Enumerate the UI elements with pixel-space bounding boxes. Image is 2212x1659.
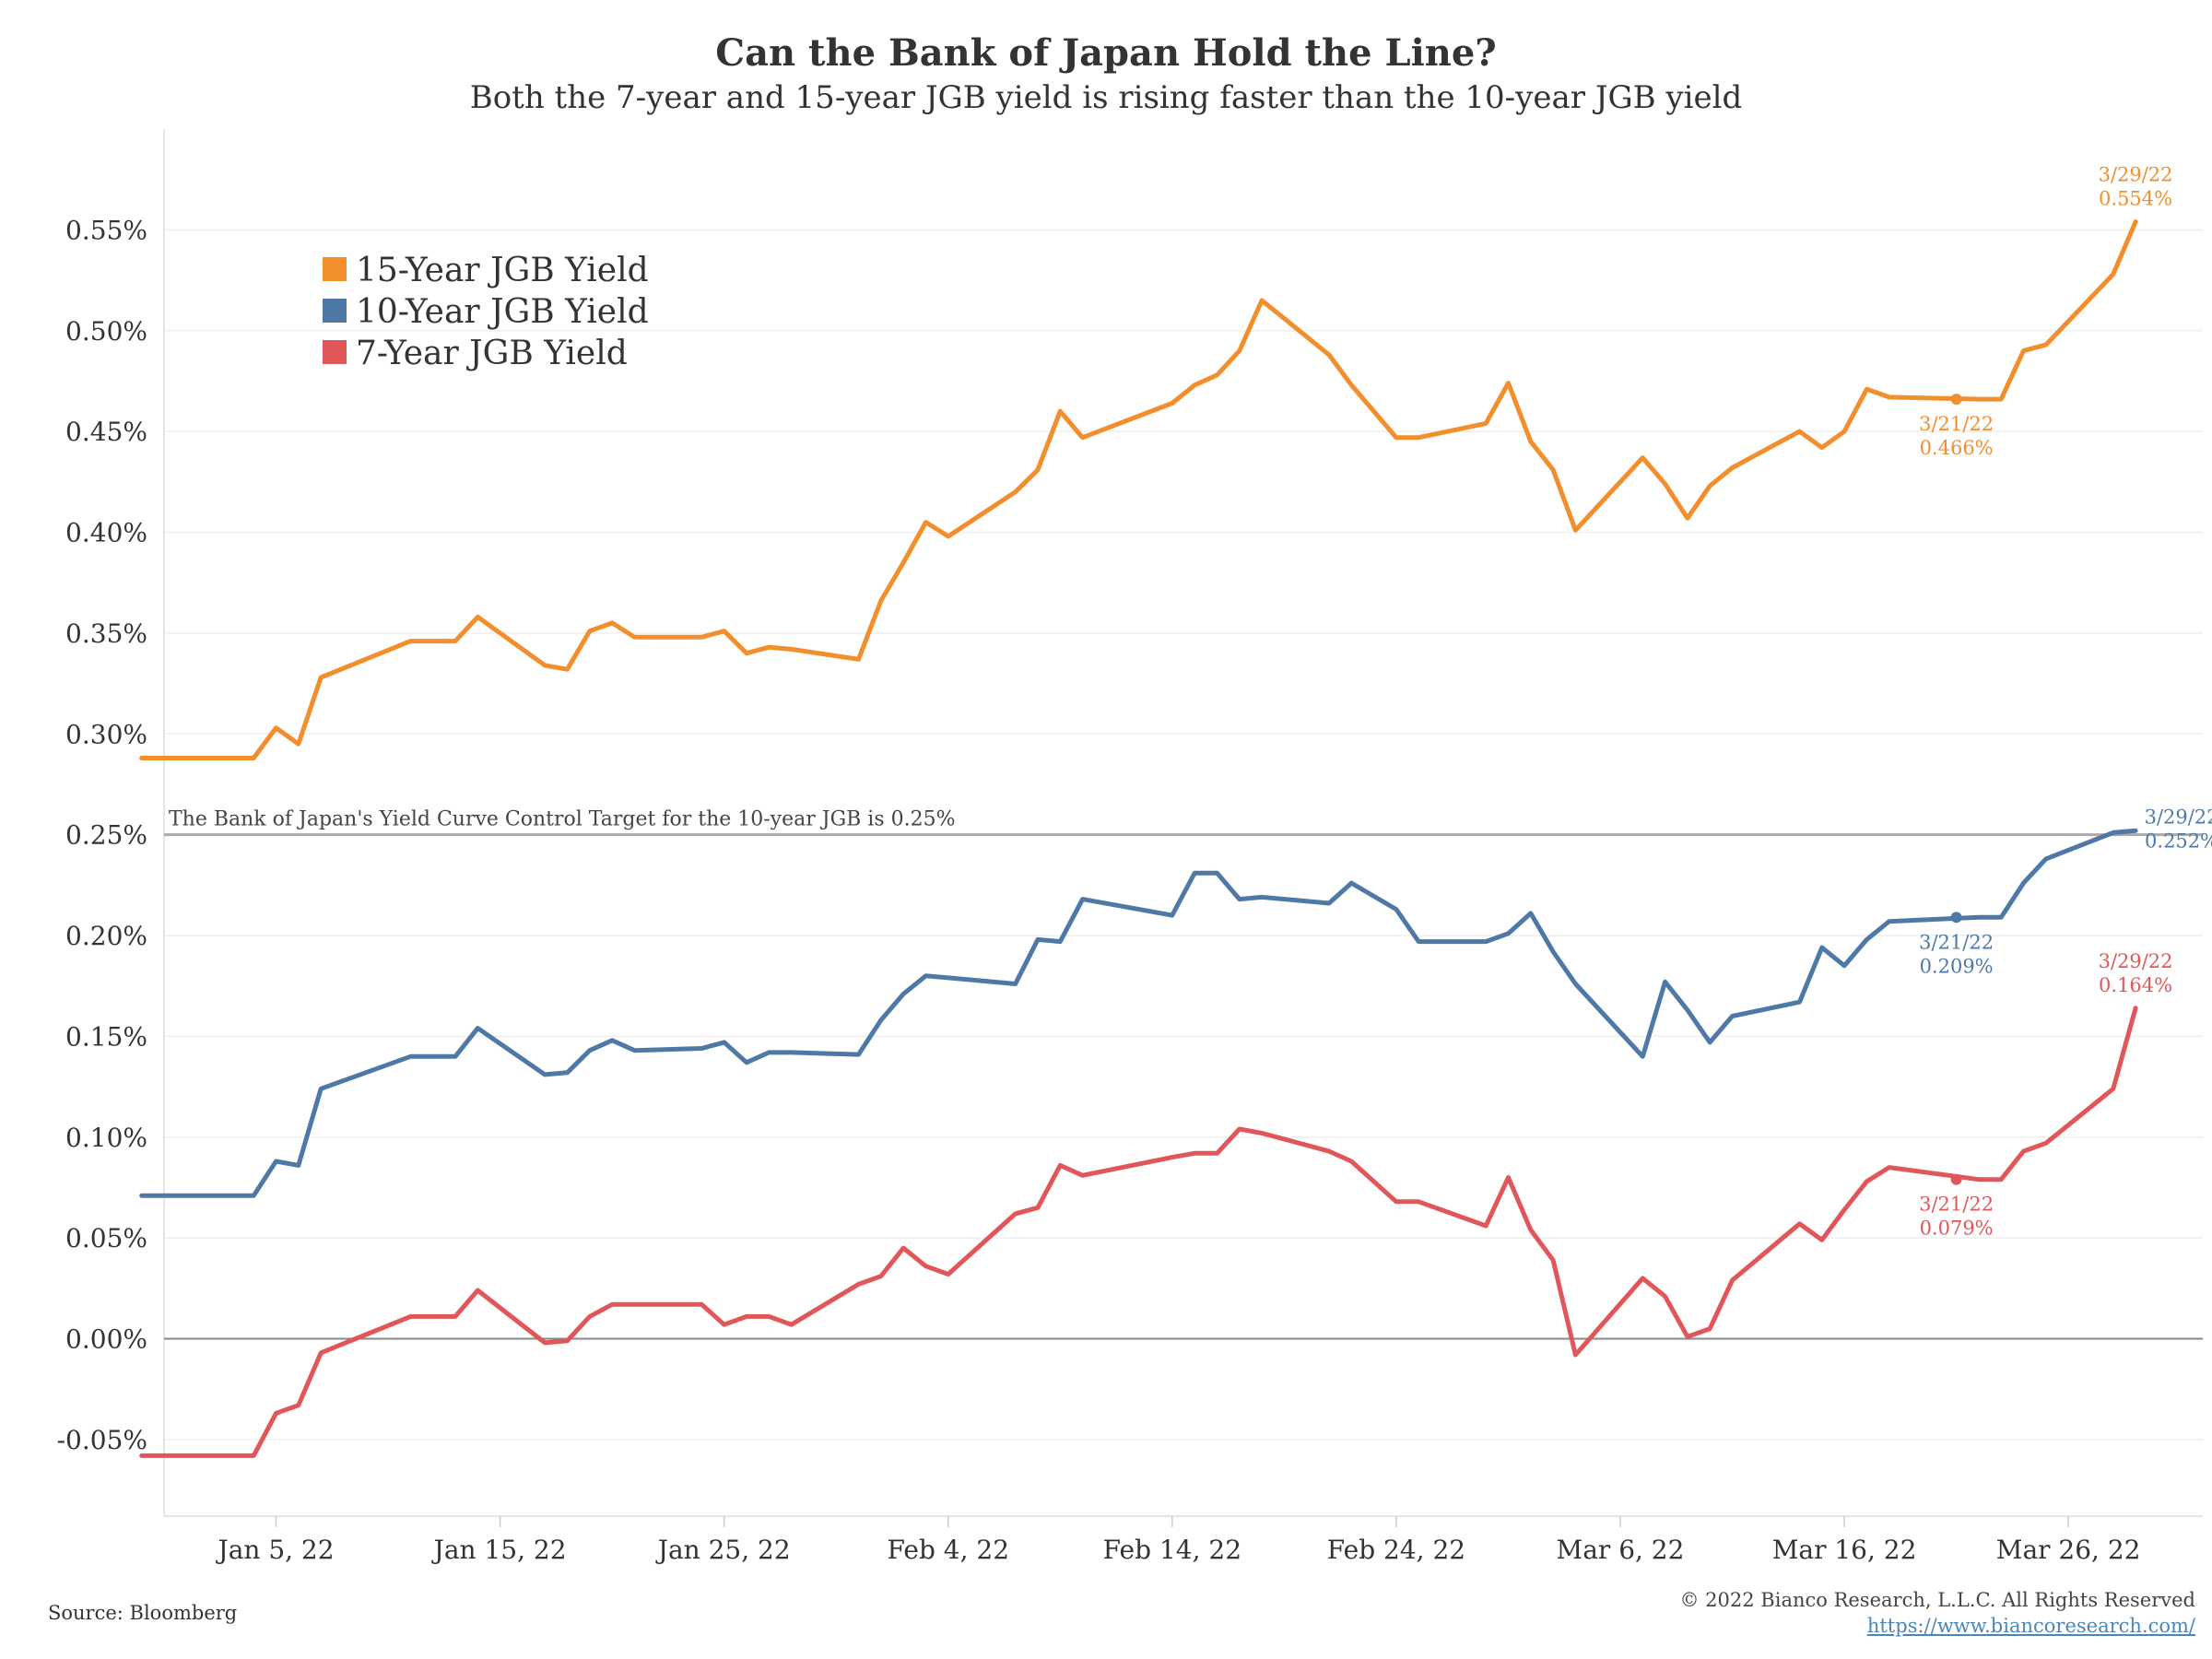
annotation-value: 0.554% <box>2099 188 2172 210</box>
annotation-value: 0.252% <box>2145 830 2212 852</box>
series-line <box>139 828 2138 1198</box>
annotation-marker <box>1950 1173 1962 1185</box>
annotation-date: 3/21/22 <box>1919 931 1994 953</box>
legend-label: 10-Year JGB Yield <box>356 293 649 331</box>
x-tick-label: Mar 26, 22 <box>1996 1535 2141 1565</box>
x-tick-label: Jan 5, 22 <box>215 1535 334 1565</box>
legend-swatch <box>323 299 347 323</box>
annotation-date: 3/29/22 <box>2099 164 2173 186</box>
y-tick-label: 0.50% <box>65 316 147 347</box>
y-tick-label: 0.35% <box>65 618 147 649</box>
legend-swatch <box>323 340 347 364</box>
annotation-date: 3/21/22 <box>1919 1194 1994 1216</box>
y-tick-label: 0.55% <box>65 215 147 245</box>
x-tick-label: Feb 4, 22 <box>887 1535 1009 1565</box>
annotation-date: 3/21/22 <box>1919 413 1994 435</box>
y-tick-label: 0.40% <box>65 518 147 548</box>
x-tick-label: Feb 14, 22 <box>1103 1535 1241 1565</box>
y-tick-label: 0.20% <box>65 921 147 951</box>
annotation-marker <box>1950 394 1962 406</box>
copyright-note: © 2022 Bianco Research, L.L.C. All Right… <box>1679 1589 2196 1611</box>
legend-label: 7-Year JGB Yield <box>356 335 628 372</box>
y-tick-label: 0.05% <box>65 1223 147 1253</box>
ycc-target-label: The Bank of Japan's Yield Curve Control … <box>169 808 956 831</box>
series-layer <box>139 219 2138 1458</box>
y-tick-label: 0.15% <box>65 1021 147 1052</box>
y-tick-label: 0.45% <box>65 417 147 447</box>
chart-title: Can the Bank of Japan Hold the Line? <box>715 31 1497 75</box>
annotation-date: 3/29/22 <box>2099 950 2173 972</box>
y-tick-label: 0.00% <box>65 1324 147 1355</box>
annotation-value: 0.164% <box>2099 974 2172 996</box>
y-tick-label: 0.30% <box>65 719 147 749</box>
source-note: Source: Bloomberg <box>48 1602 238 1624</box>
y-tick-label: 0.25% <box>65 820 147 851</box>
annotation-value: 0.466% <box>1920 437 1994 459</box>
chart-subtitle: Both the 7-year and 15-year JGB yield is… <box>469 79 1743 116</box>
legend-swatch <box>323 257 347 281</box>
reference-layer: The Bank of Japan's Yield Curve Control … <box>164 808 2203 1340</box>
annotation-value: 0.079% <box>1920 1218 1994 1240</box>
axes-layer: -0.05% 0.00% 0.05% 0.10% 0.15% 0.20% 0.25% 0.30… <box>57 129 2203 1565</box>
website-link[interactable]: https://www.biancoresearch.com/ <box>1866 1615 2195 1637</box>
annotation-date: 3/29/22 <box>2145 806 2212 828</box>
annotation-layer: 3/21/220.466%3/29/220.554%3/21/220.209%3… <box>1919 164 2212 1240</box>
y-tick-label: 0.10% <box>65 1123 147 1153</box>
series-line <box>139 1006 2138 1458</box>
x-tick-label: Mar 16, 22 <box>1772 1535 1917 1565</box>
y-tick-label: -0.05% <box>57 1425 147 1455</box>
legend: 15-Year JGB Yield 10-Year JGB Yield 7-Year… <box>323 252 649 372</box>
annotation-value: 0.209% <box>1920 955 1994 977</box>
x-tick-label: Mar 6, 22 <box>1557 1535 1685 1565</box>
x-tick-label: Feb 24, 22 <box>1327 1535 1465 1565</box>
legend-label: 15-Year JGB Yield <box>356 252 649 289</box>
series-line <box>139 219 2138 760</box>
annotation-marker <box>1950 912 1962 924</box>
x-tick-label: Jan 25, 22 <box>655 1535 791 1565</box>
x-tick-label: Jan 15, 22 <box>431 1535 567 1565</box>
